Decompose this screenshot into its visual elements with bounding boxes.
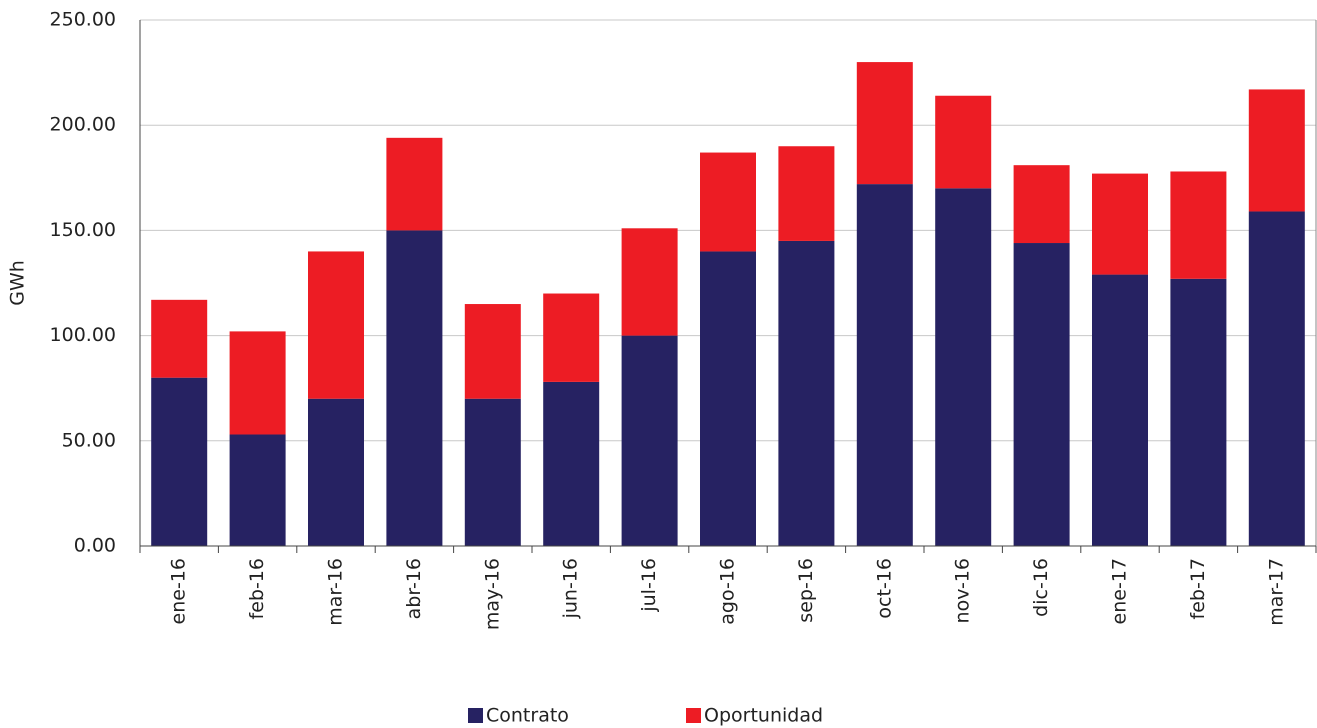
y-tick-label: 200.00 bbox=[50, 114, 116, 136]
x-tick-label: ene-17 bbox=[1109, 558, 1131, 624]
bar-segment bbox=[464, 304, 521, 399]
x-tick-label: feb-17 bbox=[1187, 558, 1209, 619]
bar-segment bbox=[1248, 89, 1305, 212]
y-tick-label: 250.00 bbox=[50, 9, 116, 31]
legend-label: Contrato bbox=[486, 705, 569, 727]
bar-segment bbox=[1013, 243, 1070, 547]
y-tick-label: 50.00 bbox=[62, 429, 116, 451]
y-tick-label: 100.00 bbox=[50, 324, 116, 346]
y-tick-label: 150.00 bbox=[50, 219, 116, 241]
legend-label: Oportunidad bbox=[704, 705, 823, 727]
x-tick-label: may-16 bbox=[481, 558, 503, 630]
x-tick-label: sep-16 bbox=[795, 558, 817, 623]
x-tick-label: ago-16 bbox=[717, 558, 739, 625]
legend-swatch bbox=[686, 708, 701, 723]
bar-segment bbox=[778, 240, 835, 547]
x-tick-label: feb-16 bbox=[246, 558, 268, 619]
bar-segment bbox=[1248, 211, 1305, 547]
bar-segment bbox=[151, 299, 208, 378]
x-tick-label: jun-16 bbox=[560, 558, 582, 619]
x-tick-label: mar-16 bbox=[325, 558, 347, 626]
bar-segment bbox=[151, 377, 208, 546]
bar-segment bbox=[1170, 171, 1227, 279]
bar-segment bbox=[308, 251, 364, 399]
x-tick-label: dic-16 bbox=[1030, 558, 1052, 617]
bar-segment bbox=[229, 434, 286, 546]
bar-segment bbox=[700, 152, 756, 252]
x-tick-label: oct-16 bbox=[873, 558, 895, 619]
bar-segment bbox=[935, 188, 992, 546]
bar-segment bbox=[464, 398, 521, 546]
bar-segment bbox=[308, 398, 364, 546]
y-axis-label: GWh bbox=[7, 260, 29, 306]
bar-segment bbox=[1013, 165, 1070, 244]
x-tick-label: mar-17 bbox=[1265, 558, 1287, 626]
bar-segment bbox=[386, 137, 443, 231]
x-tick-label: ene-16 bbox=[168, 558, 190, 624]
bar-segment bbox=[386, 230, 443, 546]
bar-segment bbox=[621, 228, 678, 336]
legend-swatch bbox=[468, 708, 483, 723]
bar-segment bbox=[856, 184, 913, 546]
bar-segment bbox=[1092, 173, 1148, 275]
bar-segment bbox=[700, 251, 756, 546]
x-tick-label: nov-16 bbox=[952, 558, 974, 623]
bar-segment bbox=[229, 331, 286, 435]
bar-segment bbox=[856, 62, 913, 185]
bar-segment bbox=[1170, 278, 1227, 546]
bar-segment bbox=[543, 293, 600, 382]
y-tick-label: 0.00 bbox=[74, 535, 116, 557]
x-tick-label: jul-16 bbox=[638, 558, 660, 613]
x-tick-label: abr-16 bbox=[403, 558, 425, 619]
bar-segment bbox=[778, 146, 835, 241]
bar-segment bbox=[1092, 274, 1148, 546]
bar-segment bbox=[543, 381, 600, 546]
bar-segment bbox=[935, 95, 992, 189]
bar-segment bbox=[621, 335, 678, 546]
